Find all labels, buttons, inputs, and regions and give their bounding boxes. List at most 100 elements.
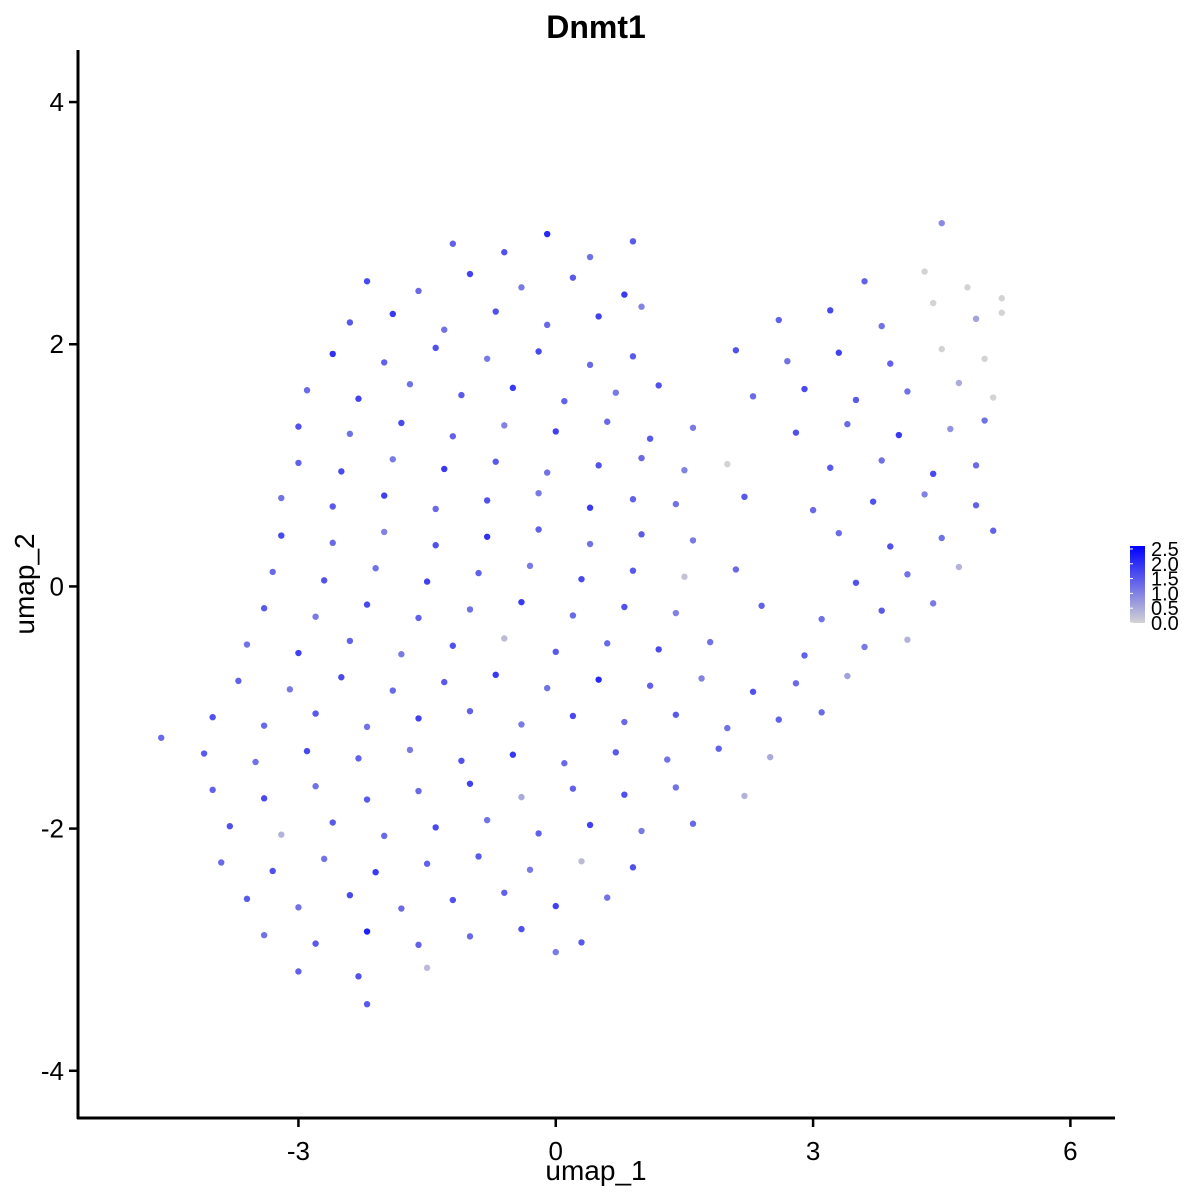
point bbox=[621, 718, 628, 726]
point bbox=[629, 864, 637, 871]
point bbox=[320, 855, 328, 863]
point bbox=[741, 792, 748, 800]
point bbox=[655, 382, 662, 389]
point bbox=[381, 528, 388, 536]
point bbox=[852, 579, 860, 586]
point bbox=[449, 240, 457, 247]
point bbox=[638, 827, 645, 835]
colorbar-tick-label: 0.0 bbox=[1151, 613, 1179, 635]
y-axis-title: umap_2 bbox=[9, 533, 40, 634]
point bbox=[501, 889, 508, 896]
point bbox=[938, 219, 945, 227]
point bbox=[346, 637, 354, 645]
y-tick-label: 2 bbox=[50, 329, 64, 359]
point bbox=[441, 465, 448, 473]
point bbox=[518, 721, 525, 728]
y-tick-label: 4 bbox=[50, 87, 64, 117]
point bbox=[483, 497, 491, 504]
point bbox=[629, 567, 637, 574]
point bbox=[972, 462, 980, 469]
point bbox=[827, 307, 834, 314]
point bbox=[158, 734, 165, 741]
point bbox=[827, 464, 834, 471]
point bbox=[981, 417, 988, 424]
point bbox=[689, 537, 697, 544]
point bbox=[672, 609, 680, 617]
point bbox=[998, 295, 1005, 302]
point bbox=[286, 686, 294, 693]
point bbox=[329, 350, 336, 358]
point bbox=[320, 577, 328, 584]
point bbox=[621, 791, 628, 798]
point bbox=[295, 649, 302, 657]
point bbox=[792, 680, 800, 687]
point bbox=[269, 568, 276, 576]
colorbar-tick-label: 2.5 bbox=[1151, 539, 1179, 561]
point bbox=[381, 492, 388, 499]
point bbox=[749, 688, 757, 695]
point bbox=[724, 724, 731, 732]
point bbox=[638, 531, 645, 538]
point bbox=[441, 678, 448, 686]
point bbox=[955, 379, 963, 387]
x-tick-label: -3 bbox=[287, 1136, 310, 1166]
point bbox=[595, 313, 602, 320]
point bbox=[629, 238, 637, 245]
point bbox=[535, 830, 542, 837]
point bbox=[329, 819, 336, 826]
point bbox=[492, 458, 499, 465]
point bbox=[766, 753, 774, 761]
point bbox=[964, 284, 971, 291]
point bbox=[921, 491, 928, 498]
point bbox=[612, 749, 619, 756]
point bbox=[784, 357, 791, 365]
point bbox=[569, 612, 577, 619]
point bbox=[363, 601, 371, 608]
point bbox=[449, 896, 457, 904]
x-tick-label: 6 bbox=[1063, 1136, 1077, 1166]
point bbox=[295, 968, 302, 975]
point bbox=[295, 423, 302, 430]
point bbox=[732, 347, 740, 354]
point bbox=[355, 755, 362, 762]
colorbar-tick-label: 2.0 bbox=[1151, 554, 1179, 576]
point bbox=[432, 542, 439, 549]
point bbox=[243, 895, 251, 903]
point bbox=[363, 278, 371, 285]
point bbox=[595, 676, 602, 683]
y-tick-label: -4 bbox=[41, 1056, 64, 1086]
point bbox=[260, 795, 268, 802]
point bbox=[389, 310, 396, 318]
point bbox=[363, 1000, 371, 1008]
point bbox=[269, 867, 276, 875]
point bbox=[466, 707, 474, 715]
point bbox=[681, 573, 688, 580]
point bbox=[535, 489, 542, 497]
point bbox=[586, 821, 594, 829]
point bbox=[809, 506, 817, 514]
point bbox=[972, 502, 980, 509]
point bbox=[578, 575, 585, 583]
point bbox=[861, 278, 868, 285]
colorbar-tick-label: 0.5 bbox=[1151, 598, 1179, 620]
point bbox=[655, 646, 662, 653]
point bbox=[346, 891, 354, 899]
point bbox=[604, 640, 611, 647]
point bbox=[518, 284, 525, 291]
point bbox=[432, 344, 439, 352]
point bbox=[483, 816, 491, 824]
point bbox=[509, 751, 517, 758]
point bbox=[689, 820, 697, 827]
point bbox=[629, 353, 637, 360]
point bbox=[423, 860, 431, 867]
point bbox=[672, 500, 680, 508]
point bbox=[887, 360, 894, 367]
point bbox=[818, 709, 825, 716]
point bbox=[972, 315, 980, 323]
point bbox=[423, 964, 431, 972]
point bbox=[200, 750, 208, 757]
point bbox=[466, 606, 474, 613]
point bbox=[938, 534, 945, 542]
point bbox=[578, 858, 585, 865]
point bbox=[278, 494, 285, 502]
